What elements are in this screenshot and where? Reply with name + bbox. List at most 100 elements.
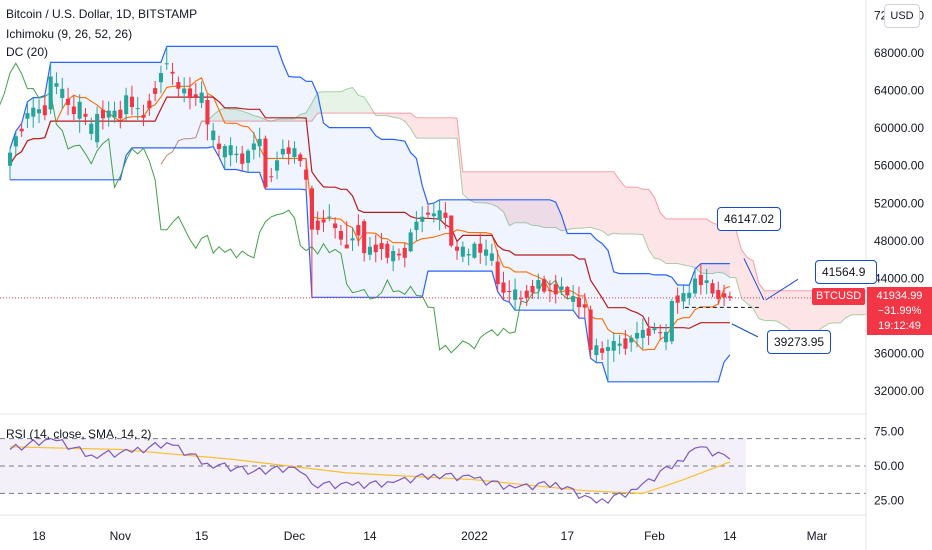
- candle-body: [153, 88, 158, 94]
- candle-body: [48, 76, 53, 110]
- kumo-segment: [445, 117, 452, 139]
- candle-body: [408, 232, 413, 252]
- rsi-legend[interactable]: RSI (14, close, SMA, 14, 2): [6, 427, 152, 441]
- kumo-segment: [375, 113, 382, 116]
- candle-body: [478, 243, 483, 253]
- candle-body: [518, 298, 523, 300]
- kumo-segment: [793, 290, 800, 339]
- candle-body: [455, 246, 460, 251]
- time-tick-label: 15: [195, 529, 209, 543]
- kumo-segment: [700, 218, 707, 274]
- chart-title[interactable]: Bitcoin / U.S. Dollar, 1D, BITSTAMP: [6, 7, 198, 21]
- kumo-segment: [654, 197, 661, 260]
- candle-body: [391, 251, 396, 262]
- candle-body: [211, 130, 216, 141]
- kumo-segment: [468, 171, 475, 203]
- kumo-segment: [439, 117, 446, 139]
- kumo-segment: [805, 290, 812, 339]
- kumo-segment: [306, 102, 312, 122]
- kumo-segment: [398, 113, 405, 122]
- kumo-segment: [729, 228, 736, 278]
- candle-body: [414, 221, 419, 230]
- candle-body: [431, 213, 436, 217]
- kumo-segment: [265, 119, 272, 122]
- kumo-segment: [619, 180, 626, 235]
- candle-body: [71, 106, 76, 114]
- candle-body: [13, 136, 18, 147]
- last-price-box: 41934.99 −31.99% 19:12:49: [867, 287, 932, 335]
- candle-body: [66, 98, 71, 105]
- kumo-segment: [428, 117, 434, 139]
- candle-body: [594, 345, 599, 356]
- candle-body: [472, 243, 477, 258]
- candle-body: [710, 283, 715, 294]
- currency-button[interactable]: USD: [884, 4, 920, 28]
- candle-body: [77, 101, 82, 119]
- price-tick-label: 68000.00: [874, 46, 924, 60]
- candle-body: [292, 148, 297, 157]
- candle-body: [466, 254, 471, 256]
- candle-body: [629, 337, 634, 343]
- candle-body: [460, 246, 465, 257]
- kumo-segment: [497, 171, 504, 212]
- candle-body: [95, 114, 100, 143]
- price-tick-label: 32000.00: [874, 384, 924, 398]
- candle-body: [25, 113, 30, 119]
- kumo-segment: [462, 171, 469, 200]
- kumo-segment: [695, 218, 701, 274]
- kumo-segment: [282, 118, 289, 122]
- kumo-segment: [561, 171, 568, 231]
- candlestick-series[interactable]: [8, 46, 732, 382]
- candle-body: [698, 274, 703, 286]
- candle-body: [443, 212, 448, 218]
- candle-body: [449, 215, 454, 246]
- candle-body: [576, 297, 581, 308]
- candle-body: [367, 246, 372, 255]
- candle-body: [54, 83, 59, 87]
- candle-body: [530, 286, 535, 293]
- kumo-segment: [219, 108, 225, 122]
- candle-body: [182, 88, 187, 94]
- donchian-legend[interactable]: DC (20): [6, 45, 49, 59]
- callout-right[interactable]: 41564.9: [815, 260, 877, 284]
- candle-body: [280, 148, 285, 155]
- rsi-axis[interactable]: 75.00 50.00 25.00: [874, 425, 904, 508]
- callout-lower[interactable]: 39273.95: [767, 330, 832, 354]
- candle-body: [379, 243, 384, 249]
- arrow-upper: [743, 258, 765, 301]
- price-tick-label: 48000.00: [874, 234, 924, 248]
- candle-body: [31, 107, 36, 117]
- kumo-segment: [747, 257, 754, 309]
- ichimoku-legend[interactable]: Ichimoku (9, 26, 52, 26): [6, 27, 133, 41]
- candle-body: [669, 301, 674, 342]
- kumo-segment: [776, 290, 783, 325]
- candle-body: [350, 238, 355, 241]
- candle-body: [217, 143, 222, 149]
- candle-body: [640, 329, 645, 338]
- candle-body: [187, 88, 192, 99]
- tenkan-line: [9, 77, 731, 351]
- time-tick-label: 17: [561, 529, 575, 543]
- kumo-segment: [631, 187, 637, 235]
- kumo-segment: [416, 117, 423, 139]
- kumo-segment: [596, 171, 603, 231]
- callout-upper[interactable]: 46147.02: [717, 207, 782, 231]
- candle-body: [693, 278, 698, 294]
- price-tick-label: 60000.00: [874, 121, 924, 135]
- chikou-line: [0, 62, 579, 354]
- candle-body: [484, 249, 489, 256]
- kumo-segment: [433, 117, 440, 139]
- price-tick-label: 64000.00: [874, 84, 924, 98]
- kumo-segment: [352, 87, 359, 114]
- time-axis[interactable]: 18 Nov 15 Dec 14 2022 17 Feb 14 Mar: [32, 529, 827, 543]
- candle-body: [298, 154, 303, 161]
- time-tick-label: 18: [32, 529, 46, 543]
- candle-body: [362, 221, 367, 254]
- price-tick-label: 44000.00: [874, 271, 924, 285]
- kumo-segment: [666, 218, 672, 264]
- candle-body: [704, 280, 709, 283]
- kumo-segment: [764, 290, 771, 321]
- candle-body: [420, 216, 425, 222]
- candle-body: [681, 293, 686, 302]
